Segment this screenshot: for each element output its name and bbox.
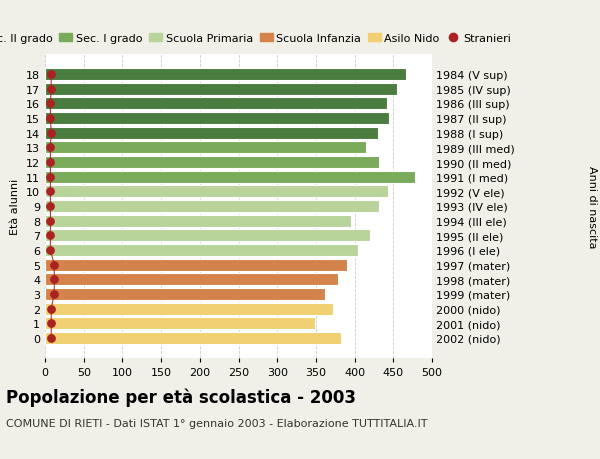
Bar <box>45 303 333 315</box>
Point <box>46 101 55 108</box>
Point <box>49 291 59 298</box>
Point <box>46 144 55 151</box>
Point <box>46 174 55 181</box>
Point <box>46 188 55 196</box>
Point <box>46 218 55 225</box>
Point <box>49 276 59 283</box>
Point <box>46 335 56 342</box>
Legend: Sec. II grado, Sec. I grado, Scuola Primaria, Scuola Infanzia, Asilo Nido, Stran: Sec. II grado, Sec. I grado, Scuola Prim… <box>0 34 511 44</box>
Bar <box>45 245 358 257</box>
Bar <box>45 288 325 300</box>
Point <box>46 247 55 254</box>
Bar <box>45 274 338 285</box>
Bar <box>45 318 315 330</box>
Point <box>46 159 55 166</box>
Bar <box>45 69 406 81</box>
Point <box>46 86 56 93</box>
Bar <box>45 215 351 227</box>
Text: Anni di nascita: Anni di nascita <box>587 165 597 248</box>
Bar <box>45 171 415 183</box>
Text: Popolazione per età scolastica - 2003: Popolazione per età scolastica - 2003 <box>6 388 356 406</box>
Bar <box>45 186 388 198</box>
Bar <box>45 128 378 140</box>
Point <box>46 115 55 123</box>
Point <box>46 232 55 240</box>
Y-axis label: Età alunni: Età alunni <box>10 179 20 235</box>
Bar <box>45 98 387 110</box>
Point <box>46 305 56 313</box>
Bar <box>45 230 370 242</box>
Bar <box>45 259 347 271</box>
Point <box>46 203 55 210</box>
Point <box>49 262 59 269</box>
Bar <box>45 157 379 168</box>
Bar <box>45 113 389 125</box>
Text: COMUNE DI RIETI - Dati ISTAT 1° gennaio 2003 - Elaborazione TUTTITALIA.IT: COMUNE DI RIETI - Dati ISTAT 1° gennaio … <box>6 418 427 428</box>
Bar <box>45 142 366 154</box>
Point <box>46 320 56 327</box>
Point <box>46 71 56 78</box>
Bar <box>45 201 379 213</box>
Bar <box>45 332 341 344</box>
Point <box>46 130 56 137</box>
Bar <box>45 84 397 95</box>
